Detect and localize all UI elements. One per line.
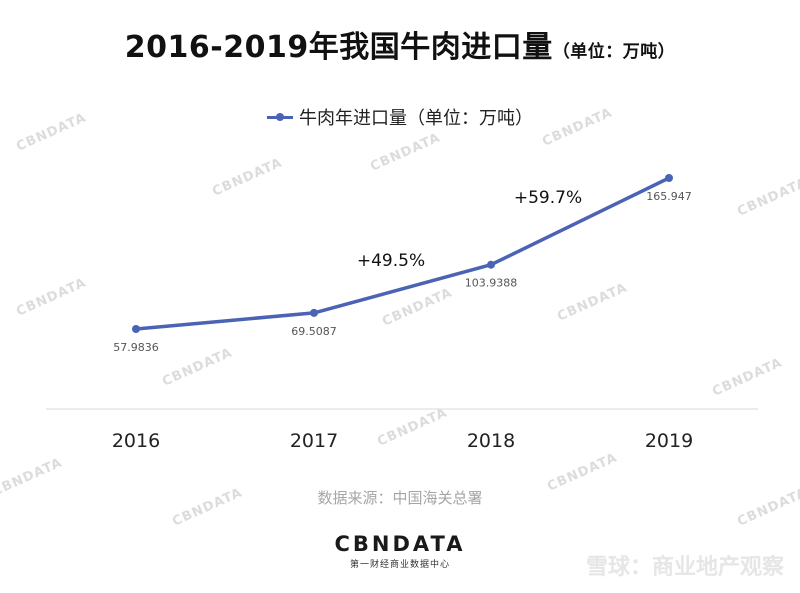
x-tick-label: 2019: [645, 430, 693, 452]
brand-logo: CBNDATA: [334, 532, 466, 556]
legend-line-swatch: [267, 112, 293, 121]
data-point: [132, 325, 140, 333]
legend-label: 牛肉年进口量（单位：万吨）: [299, 108, 533, 129]
brand-tagline: 第一财经商业数据中心: [349, 560, 450, 570]
chart-title: 2016-2019年我国牛肉进口量（单位：万吨）: [0, 22, 800, 66]
data-point: [487, 260, 495, 269]
series-line: [135, 176, 670, 331]
chart-title-unit: （单位：万吨）: [552, 42, 676, 62]
chart-title-text: 2016-2019年我国牛肉进口量: [124, 30, 553, 65]
data-label: 69.5087: [291, 325, 337, 338]
x-tick-label: 2017: [290, 430, 338, 452]
x-tick-label: 2016: [112, 430, 160, 452]
growth-annotation: +59.7%: [514, 188, 582, 208]
data-label: 57.9836: [113, 341, 159, 354]
data-point: [310, 308, 318, 317]
chart-legend: 牛肉年进口量（单位：万吨）: [0, 104, 800, 130]
data-source: 数据来源：中国海关总署: [317, 489, 483, 507]
snowball-watermark: 雪球：商业地产观察: [585, 555, 784, 580]
data-point: [665, 174, 673, 182]
growth-annotation: +49.5%: [357, 251, 425, 271]
data-label: 165.947: [646, 190, 692, 203]
data-label: 103.9388: [465, 277, 518, 290]
brand-block: CBNDATA 第一财经商业数据中心: [0, 532, 800, 570]
x-tick-label: 2018: [467, 430, 515, 452]
